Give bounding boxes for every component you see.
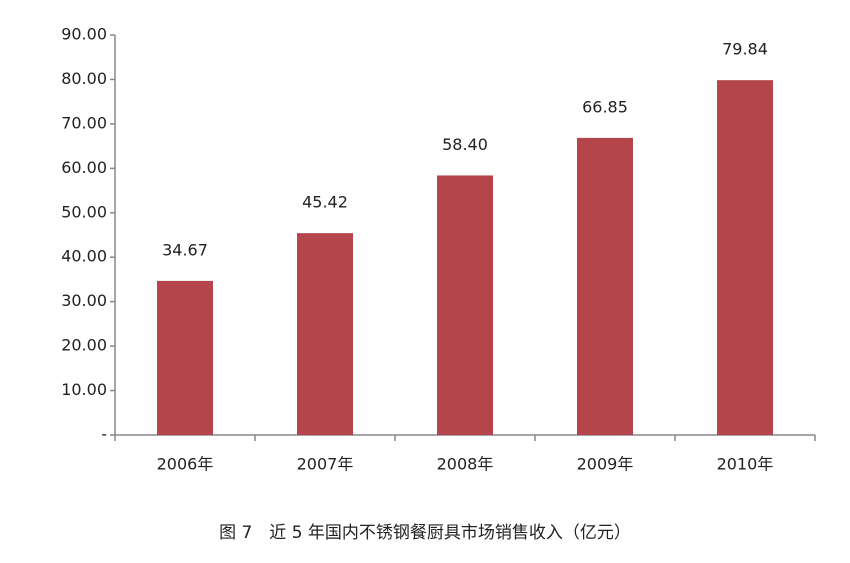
y-tick-label: 70.00 <box>61 113 107 132</box>
y-tick-label: 60.00 <box>61 158 107 177</box>
y-tick-label: 20.00 <box>61 336 107 355</box>
bar <box>437 175 493 435</box>
data-label: 58.40 <box>442 135 488 154</box>
data-label: 66.85 <box>582 97 628 116</box>
y-tick-label: 80.00 <box>61 69 107 88</box>
y-tick-label: 90.00 <box>61 25 107 44</box>
bar <box>297 233 353 435</box>
bar <box>157 280 213 435</box>
chart-title: 图 7 近 5 年国内不锈钢餐厨具市场销售收入（亿元） <box>219 523 631 543</box>
x-tick-label: 2008年 <box>437 455 494 474</box>
data-label: 34.67 <box>162 240 208 259</box>
y-tick-label: - <box>101 425 107 444</box>
y-tick-label: 40.00 <box>61 247 107 266</box>
x-tick-label: 2010年 <box>717 455 774 474</box>
y-tick-label: 50.00 <box>61 202 107 221</box>
data-label: 45.42 <box>302 193 348 212</box>
x-tick-label: 2006年 <box>157 455 214 474</box>
x-tick-label: 2007年 <box>297 455 354 474</box>
bar <box>717 80 773 436</box>
data-label: 79.84 <box>722 40 768 59</box>
x-tick-label: 2009年 <box>577 455 634 474</box>
bar <box>577 137 633 435</box>
y-tick-label: 10.00 <box>61 380 107 399</box>
y-tick-label: 30.00 <box>61 291 107 310</box>
